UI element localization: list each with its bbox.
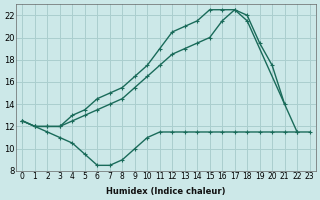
X-axis label: Humidex (Indice chaleur): Humidex (Indice chaleur) <box>106 187 226 196</box>
